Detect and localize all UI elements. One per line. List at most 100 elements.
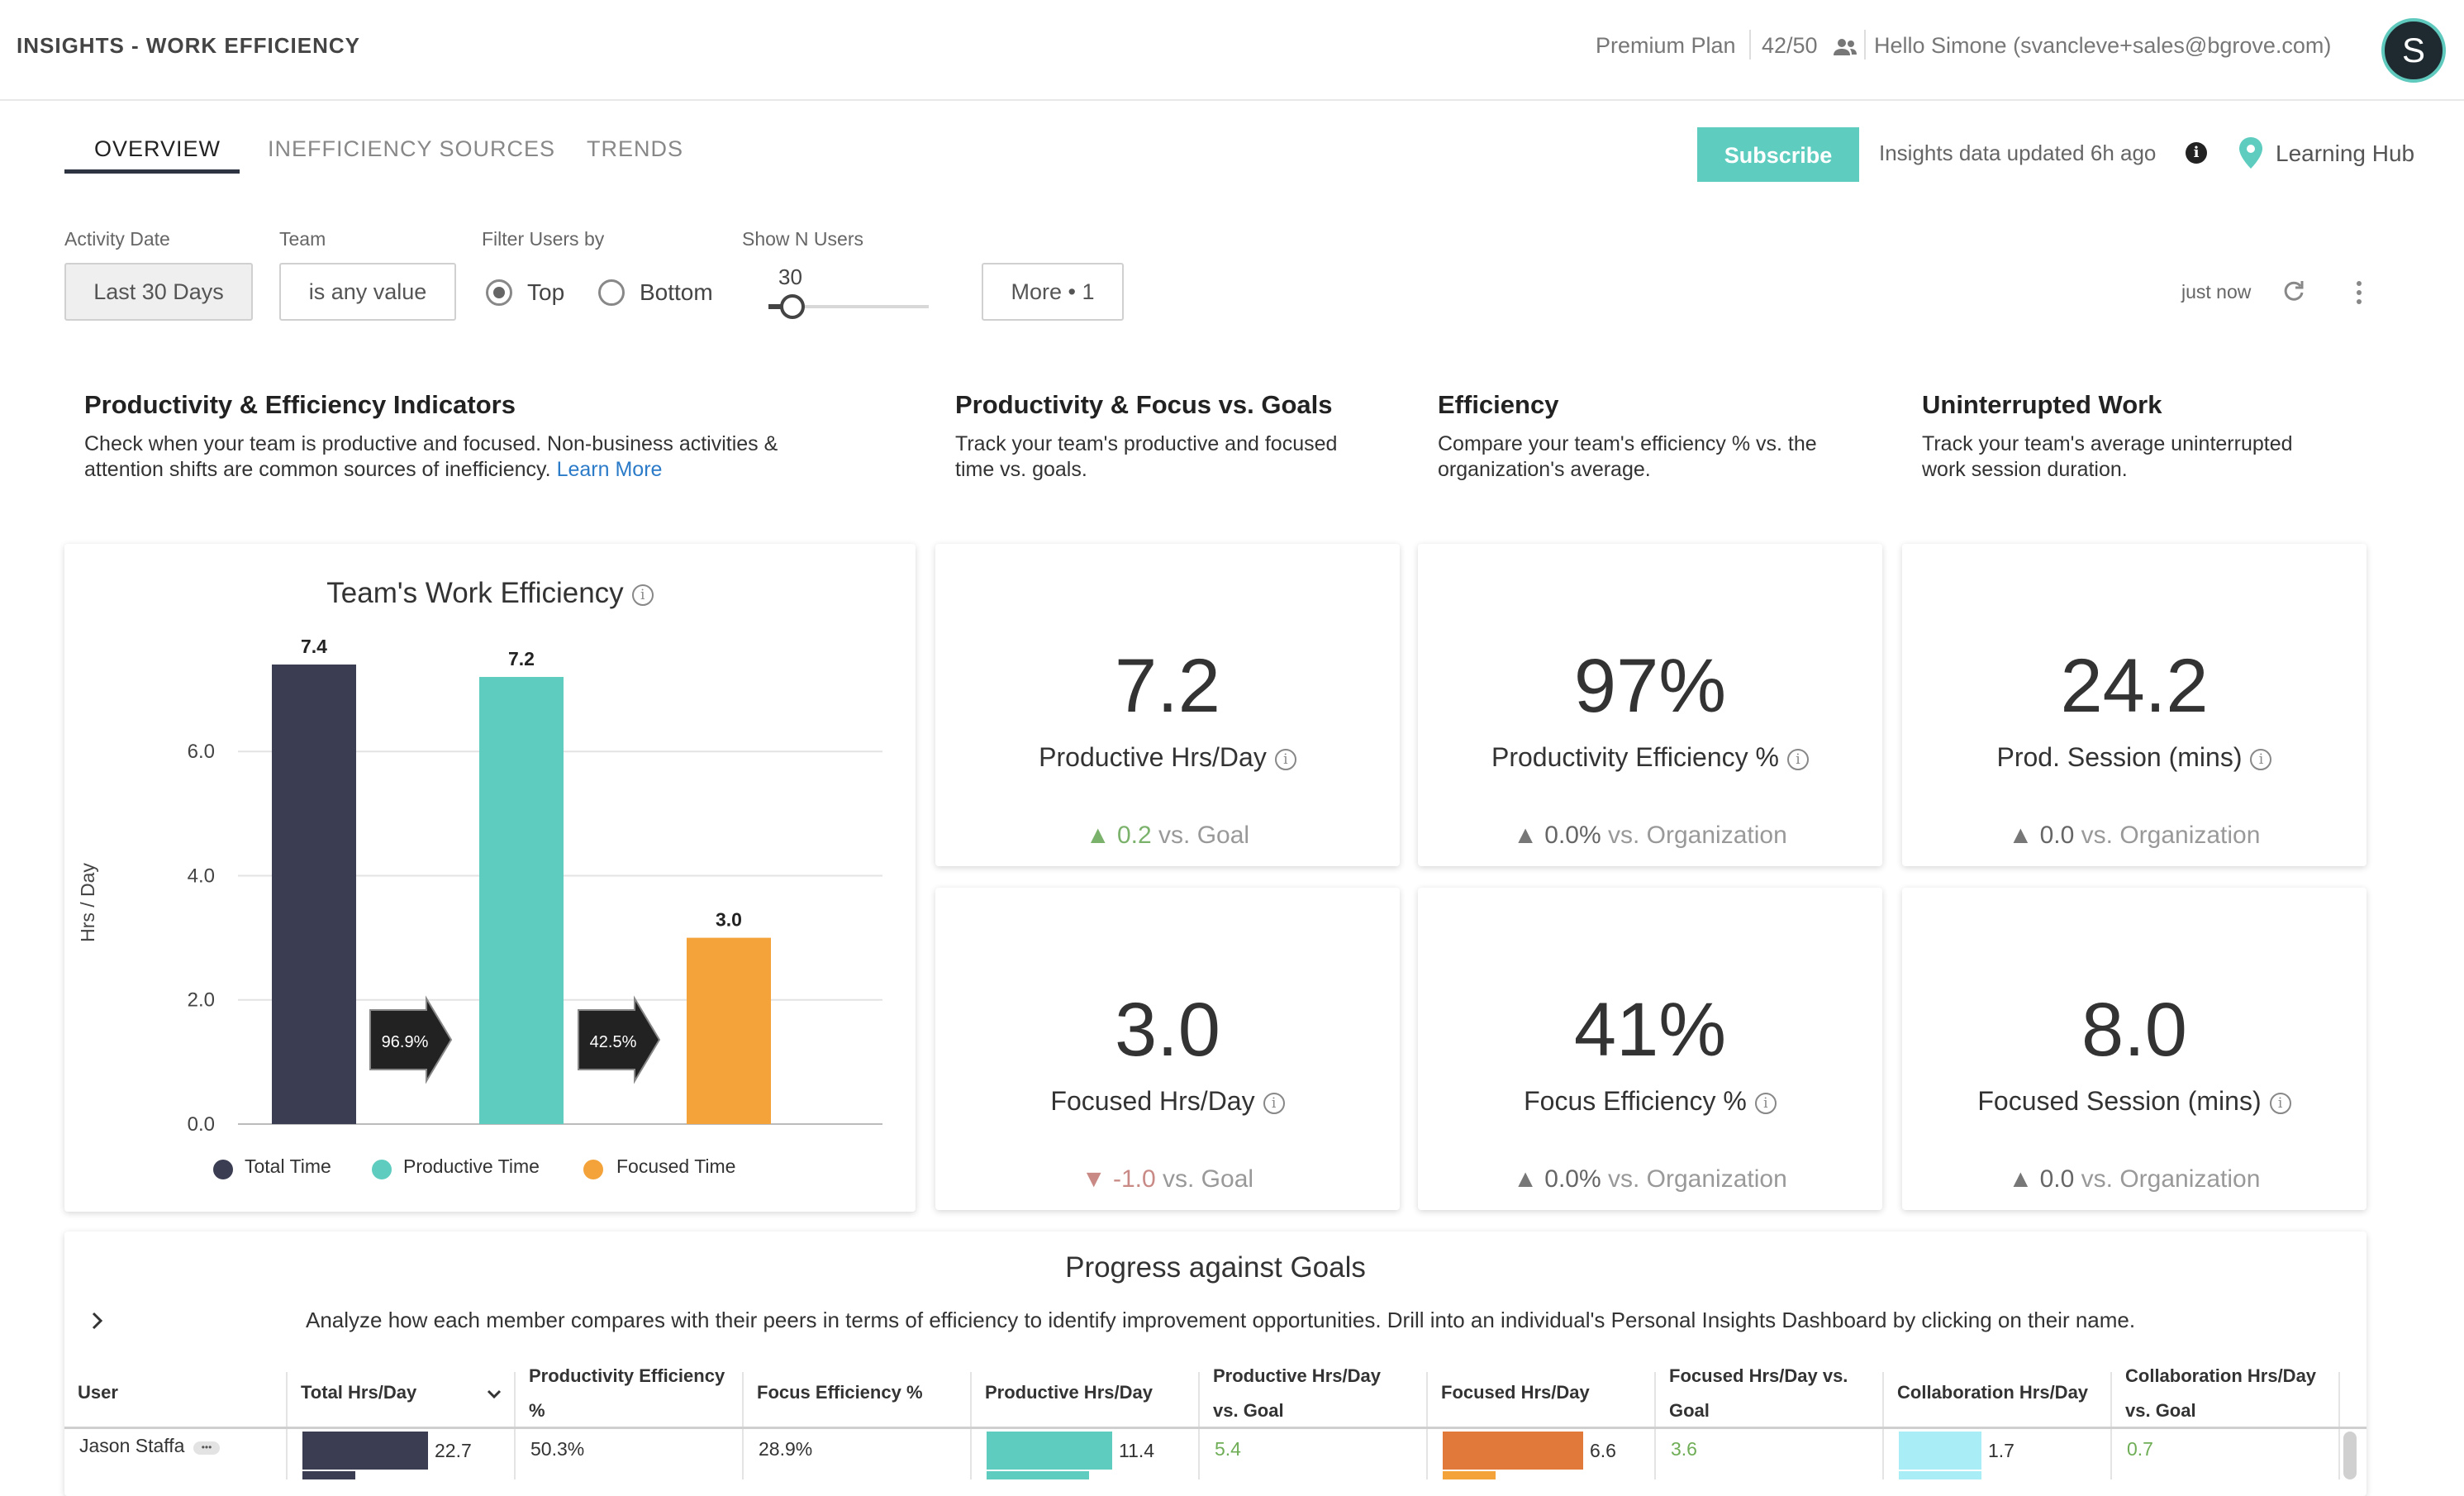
divider bbox=[1882, 1372, 1884, 1479]
productive-vs-goal-value: 5.4 bbox=[1215, 1438, 1241, 1460]
divider bbox=[1426, 1372, 1428, 1479]
metric-comparison: ▲ 0.0 vs. Organization bbox=[2008, 1165, 2261, 1193]
seat-count: 42/50 bbox=[1762, 33, 1818, 58]
arrow-up-icon: ▲ bbox=[1513, 1165, 1538, 1193]
arrow-up-icon: ▲ bbox=[2008, 1165, 2034, 1193]
column-header-productive-vs-goal[interactable]: Productive Hrs/Day vs. Goal bbox=[1213, 1365, 1381, 1421]
metric-label: Prod. Session (mins) i bbox=[1902, 742, 2366, 773]
arrow-up-icon: ▲ bbox=[1085, 822, 1111, 849]
column-header-collaboration-vs-goal[interactable]: Collaboration Hrs/Day vs. Goal bbox=[2125, 1365, 2317, 1421]
ratio-label: 96.9% bbox=[382, 1033, 429, 1051]
team-label: Team bbox=[279, 228, 326, 250]
collaboration-hrs-value: 1.7 bbox=[1988, 1440, 2014, 1461]
column-header-total-hrs[interactable]: Total Hrs/Day bbox=[301, 1382, 417, 1403]
divider bbox=[514, 1372, 516, 1479]
legend-dot-productive bbox=[372, 1160, 392, 1179]
slider-track[interactable] bbox=[768, 305, 929, 308]
focused-hrs-bar bbox=[1443, 1432, 1583, 1470]
divider bbox=[1749, 30, 1751, 60]
metric-value: 8.0 bbox=[2081, 988, 2187, 1072]
info-icon[interactable]: i bbox=[1263, 1092, 1285, 1114]
focused-hrs-bar bbox=[1443, 1471, 1496, 1479]
chevron-down-icon[interactable] bbox=[486, 1389, 502, 1400]
refresh-time: just now bbox=[2181, 281, 2252, 303]
progress-title: Progress against Goals bbox=[1065, 1251, 1366, 1284]
column-header-productivity-efficiency[interactable]: Productivity Efficiency% bbox=[529, 1365, 725, 1421]
user-greeting[interactable]: Hello Simone (svancleve+sales@bgrove.com… bbox=[1874, 33, 2332, 58]
divider bbox=[1654, 1372, 1656, 1479]
slider-value: 30 bbox=[778, 264, 802, 289]
legend-focused-time[interactable]: Focused Time bbox=[616, 1155, 736, 1177]
divider bbox=[1198, 1372, 1200, 1479]
goals-description: Track your team's productive and focused… bbox=[955, 432, 1338, 481]
location-pin-icon bbox=[2239, 137, 2262, 169]
legend-dot-total bbox=[213, 1160, 233, 1179]
y-tick-label: 0.0 bbox=[188, 1113, 215, 1136]
focused-vs-goal-value: 3.6 bbox=[1671, 1438, 1697, 1460]
info-icon[interactable]: i bbox=[1754, 1092, 1777, 1114]
column-header-focused-vs-goal[interactable]: Focused Hrs/Day vs. Goal bbox=[1669, 1365, 1848, 1421]
chevron-right-icon[interactable] bbox=[91, 1311, 104, 1331]
legend-dot-focused bbox=[583, 1160, 603, 1179]
learn-more-link[interactable]: Learn More bbox=[556, 458, 663, 481]
metric-card-focus-efficiency: 41% Focus Efficiency % i ▲ 0.0% vs. Organ… bbox=[1418, 888, 1882, 1210]
info-icon[interactable]: i bbox=[631, 584, 654, 606]
metric-label: Focused Session (mins) i bbox=[1902, 1086, 2366, 1117]
avatar[interactable]: S bbox=[2381, 18, 2446, 83]
column-header-collaboration-hrs[interactable]: Collaboration Hrs/Day bbox=[1897, 1382, 2089, 1403]
subscribe-button[interactable]: Subscribe bbox=[1697, 127, 1859, 182]
work-efficiency-chart-card: Team's Work Efficiency i 0.0 2.0 4.0 6.0 Hrs … bbox=[64, 544, 916, 1212]
more-horizontal-icon[interactable]: ••• bbox=[193, 1441, 220, 1455]
chart-title: Team's Work Efficiency i bbox=[64, 577, 916, 610]
activity-date-label: Activity Date bbox=[64, 228, 170, 250]
column-header-focus-efficiency[interactable]: Focus Efficiency % bbox=[757, 1382, 923, 1403]
arrow-up-icon: ▲ bbox=[1513, 822, 1538, 849]
scrollbar-thumb[interactable] bbox=[2343, 1432, 2357, 1479]
y-tick-label: 2.0 bbox=[188, 989, 215, 1012]
team-filter[interactable]: is any value bbox=[279, 263, 456, 321]
metric-value: 7.2 bbox=[1115, 644, 1220, 728]
learning-hub-link[interactable]: Learning Hub bbox=[2276, 141, 2415, 166]
data-label: 7.2 bbox=[508, 648, 535, 669]
radio-bottom-label: Bottom bbox=[640, 279, 713, 305]
metric-label: Productivity Efficiency % i bbox=[1418, 742, 1882, 773]
radio-bottom[interactable] bbox=[598, 279, 625, 306]
info-icon[interactable]: i bbox=[2186, 142, 2207, 164]
bar-2 bbox=[687, 937, 771, 1124]
total-hrs-bar bbox=[302, 1432, 428, 1470]
column-header-productive-hrs[interactable]: Productive Hrs/Day bbox=[985, 1382, 1153, 1403]
activity-date-filter[interactable]: Last 30 Days bbox=[64, 263, 253, 321]
user-name-link[interactable]: Jason Staffa bbox=[79, 1435, 185, 1456]
top-bar: INSIGHTS - WORK EFFICIENCY Premium Plan … bbox=[0, 0, 2464, 101]
legend-productive-time[interactable]: Productive Time bbox=[403, 1155, 540, 1177]
tab-trends[interactable]: TRENDS bbox=[587, 136, 684, 161]
slider-handle[interactable] bbox=[780, 294, 805, 319]
info-icon[interactable]: i bbox=[2250, 748, 2272, 770]
divider bbox=[742, 1372, 744, 1479]
divider bbox=[970, 1372, 972, 1479]
metric-comparison: ▲ 0.0% vs. Organization bbox=[1513, 822, 1787, 849]
info-icon[interactable]: i bbox=[1274, 748, 1296, 770]
info-icon[interactable]: i bbox=[1786, 748, 1809, 770]
column-header-focused-hrs[interactable]: Focused Hrs/Day bbox=[1441, 1382, 1590, 1403]
refresh-icon[interactable] bbox=[2282, 279, 2305, 303]
indicators-title: Productivity & Efficiency Indicators bbox=[84, 390, 516, 419]
more-filters-button[interactable]: More • 1 bbox=[982, 263, 1124, 321]
more-vertical-icon[interactable] bbox=[2353, 279, 2365, 306]
tab-inefficiency-sources[interactable]: INEFFICIENCY SOURCES bbox=[268, 136, 556, 161]
info-icon[interactable]: i bbox=[2269, 1092, 2291, 1114]
data-label: 7.4 bbox=[301, 636, 327, 657]
productive-hrs-bar bbox=[987, 1471, 1089, 1479]
metric-card-focused-session: 8.0 Focused Session (mins) i ▲ 0.0 vs. Or… bbox=[1902, 888, 2366, 1210]
efficiency-description: Compare your team's efficiency % vs. the… bbox=[1438, 432, 1817, 481]
legend-total-time[interactable]: Total Time bbox=[245, 1155, 331, 1177]
y-axis-label: Hrs / Day bbox=[77, 863, 98, 942]
y-tick-label: 4.0 bbox=[188, 865, 215, 887]
plan-label: Premium Plan bbox=[1596, 33, 1736, 58]
data-updated-text: Insights data updated 6h ago bbox=[1879, 141, 2157, 165]
tab-overview[interactable]: OVERVIEW bbox=[94, 136, 221, 161]
y-tick-label: 6.0 bbox=[188, 741, 215, 763]
radio-top[interactable] bbox=[486, 279, 512, 306]
column-header-user[interactable]: User bbox=[78, 1382, 118, 1403]
header-divider bbox=[64, 1427, 2366, 1429]
